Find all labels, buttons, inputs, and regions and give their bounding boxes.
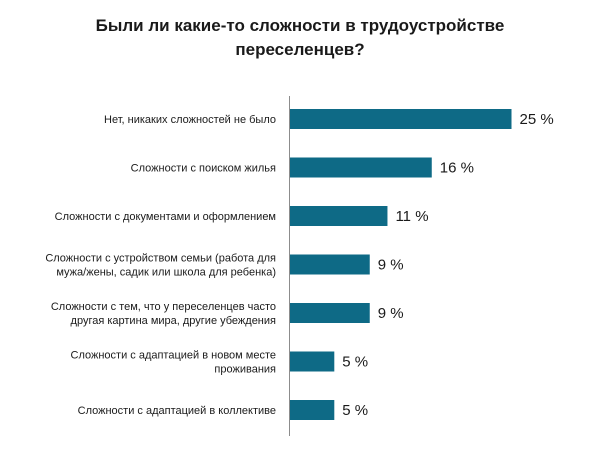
value-label-4: 9 % [378, 257, 404, 274]
category-label-5-line-1: Сложности с тем, что у переселенцев част… [51, 301, 276, 313]
value-label-6: 5 % [342, 354, 368, 371]
category-label-3-line-1: Сложности с документами и оформлением [55, 211, 276, 223]
chart-title-line-1: Были ли какие-то сложности в трудоустрой… [95, 16, 505, 35]
value-label-1: 25 % [520, 111, 554, 128]
category-label-1: Нет, никаких сложностей не было [104, 114, 276, 126]
value-label-7: 5 % [342, 402, 368, 419]
bar-2 [290, 157, 432, 178]
bar-6 [290, 351, 335, 372]
bar-7 [290, 400, 335, 420]
bar-4 [290, 254, 370, 275]
category-label-1-line-1: Нет, никаких сложностей не было [104, 114, 276, 126]
bar-5 [290, 303, 370, 323]
category-label-7-line-1: Сложности с адаптацией в коллективе [78, 405, 276, 417]
category-label-3: Сложности с документами и оформлением [55, 211, 276, 223]
chart-title-line-2: переселенцев? [235, 40, 365, 59]
category-label-7: Сложности с адаптацией в коллективе [78, 405, 276, 417]
category-label-6: Сложности с адаптацией в новом месте прож… [71, 350, 277, 376]
value-label-3: 11 % [395, 208, 428, 225]
category-label-5: Сложности с тем, что у переселенцев част… [51, 301, 276, 327]
bars-layer: 25 % Нет, никаких сложностей не было 16 % С… [45, 109, 554, 420]
category-label-4: Сложности с устройством семьи (работа дл… [45, 253, 276, 279]
value-label-2: 16 % [440, 160, 474, 177]
bar-3 [290, 206, 388, 226]
category-label-6-line-2: проживания [214, 364, 276, 376]
category-label-6-line-1: Сложности с адаптацией в новом месте [71, 350, 277, 362]
value-label-5: 9 % [378, 305, 404, 322]
chart-title: Были ли какие-то сложности в трудоустрой… [0, 14, 600, 62]
category-label-4-line-2: мужа/жены, садик или школа для ребенка) [56, 267, 276, 279]
bar-1 [290, 109, 512, 129]
category-label-5-line-2: другая картина мира, другие убеждения [71, 315, 276, 327]
category-label-2: Сложности с поиском жилья [131, 163, 276, 175]
category-label-2-line-1: Сложности с поиском жилья [131, 163, 276, 175]
category-label-4-line-1: Сложности с устройством семьи (работа дл… [45, 253, 276, 265]
